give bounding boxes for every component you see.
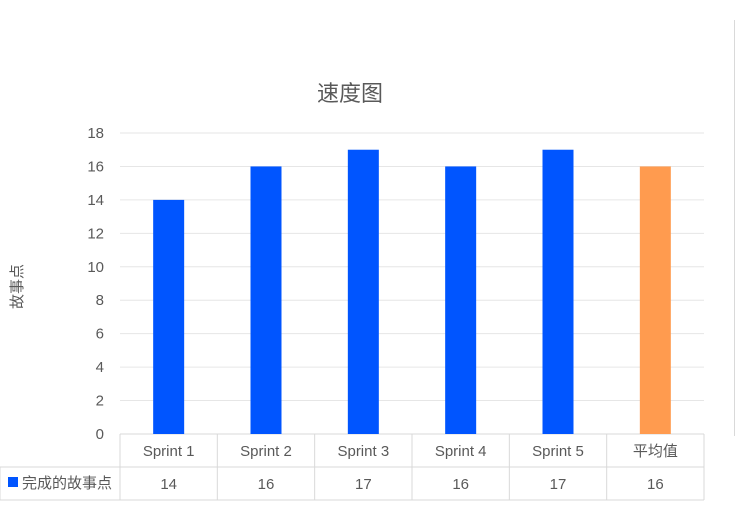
y-tick-label: 10 bbox=[87, 259, 104, 276]
data-table-value: 14 bbox=[160, 476, 177, 493]
x-category-label: 平均值 bbox=[633, 443, 678, 460]
y-tick-label: 2 bbox=[96, 393, 104, 410]
bar bbox=[250, 166, 282, 434]
y-tick-label: 16 bbox=[87, 158, 104, 175]
data-table-value: 16 bbox=[647, 476, 664, 493]
data-table-value: 16 bbox=[452, 476, 469, 493]
data-table-value: 16 bbox=[258, 476, 275, 493]
x-category-label: Sprint 3 bbox=[337, 443, 389, 460]
y-tick-label: 14 bbox=[87, 192, 104, 209]
y-tick-label: 4 bbox=[96, 359, 104, 376]
series-legend-key bbox=[8, 477, 18, 487]
y-tick-label: 18 bbox=[87, 125, 104, 142]
bar bbox=[542, 149, 574, 434]
y-tick-label: 6 bbox=[96, 326, 104, 343]
x-category-label: Sprint 5 bbox=[532, 443, 584, 460]
bar bbox=[347, 149, 379, 434]
y-tick-label: 12 bbox=[87, 225, 104, 242]
series-name-label: 完成的故事点 bbox=[22, 475, 112, 492]
chart-right-border bbox=[734, 20, 735, 436]
bar bbox=[153, 199, 185, 434]
x-category-label: Sprint 1 bbox=[143, 443, 195, 460]
x-category-label: Sprint 2 bbox=[240, 443, 292, 460]
data-table-value: 17 bbox=[355, 476, 372, 493]
x-category-label: Sprint 4 bbox=[435, 443, 487, 460]
chart-title: 速度图 bbox=[316, 81, 383, 106]
y-tick-label: 0 bbox=[96, 426, 104, 443]
data-table-value: 17 bbox=[550, 476, 567, 493]
y-tick-label: 8 bbox=[96, 292, 104, 309]
bar bbox=[445, 166, 477, 434]
bar bbox=[639, 166, 671, 434]
